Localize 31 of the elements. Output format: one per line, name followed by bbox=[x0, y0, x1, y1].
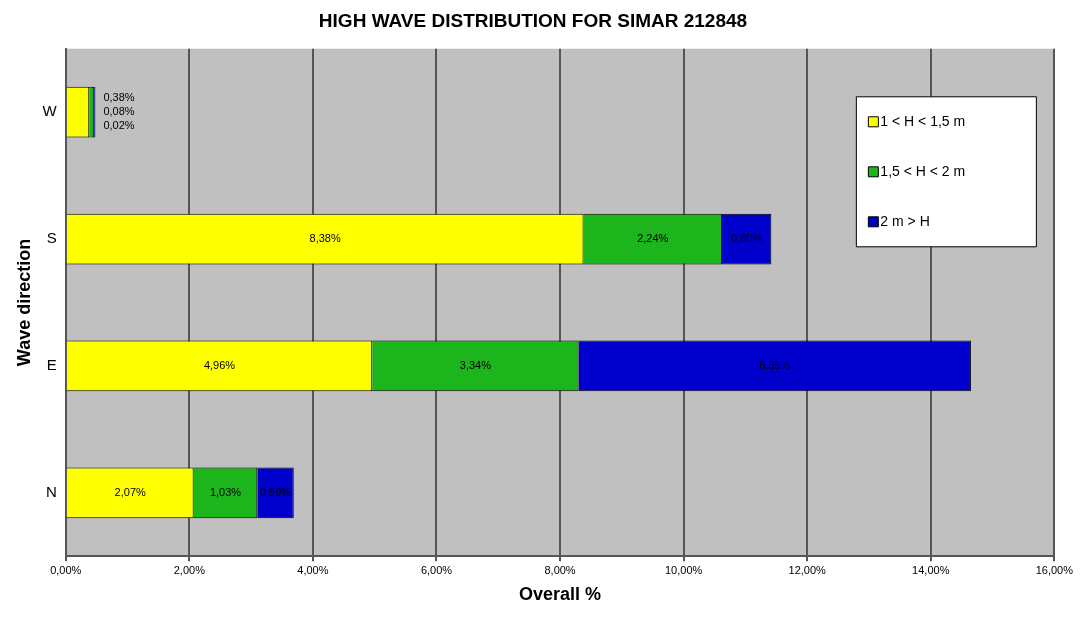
data-label: 0,59% bbox=[259, 485, 292, 498]
x-tick-label: 16,00% bbox=[1035, 563, 1074, 576]
chart-title: HIGH WAVE DISTRIBUTION FOR SIMAR 212848 bbox=[318, 9, 748, 31]
x-tick-label: 4,00% bbox=[297, 563, 329, 576]
data-label: 3,34% bbox=[459, 358, 492, 371]
data-label: 2,07% bbox=[114, 485, 147, 498]
y-tick-label: N bbox=[45, 482, 57, 500]
x-tick-label: 10,00% bbox=[664, 563, 703, 576]
legend-label: 1 < H < 1,5 m bbox=[880, 112, 966, 129]
x-axis-title: Overall % bbox=[519, 584, 602, 605]
x-tick-label: 12,00% bbox=[788, 563, 827, 576]
y-tick-label: S bbox=[46, 229, 57, 247]
data-label: 0,80% bbox=[731, 232, 763, 245]
data-label: 0,08% bbox=[103, 105, 135, 118]
x-tick-label: 0,00% bbox=[50, 563, 82, 576]
y-tick-label: W bbox=[42, 102, 58, 120]
data-label: 4,96% bbox=[203, 358, 236, 371]
data-label: 2,24% bbox=[637, 232, 669, 245]
data-label: 0,38% bbox=[103, 91, 135, 104]
data-label: 8,38% bbox=[309, 232, 341, 245]
x-tick-label: 8,00% bbox=[544, 563, 576, 576]
data-label: 6,35% bbox=[759, 358, 791, 371]
x-tick-label: 14,00% bbox=[912, 563, 950, 576]
x-tick-label: 2,00% bbox=[173, 563, 206, 576]
data-label: 0,02% bbox=[103, 119, 135, 132]
y-tick-label: E bbox=[46, 356, 57, 374]
y-axis-title: Wave direction bbox=[13, 238, 34, 367]
x-tick-label: 6,00% bbox=[420, 563, 453, 576]
legend-label: 1,5 < H < 2 m bbox=[880, 162, 966, 179]
legend-label: 2 m > H bbox=[880, 212, 930, 229]
data-label: 1,03% bbox=[209, 485, 242, 498]
